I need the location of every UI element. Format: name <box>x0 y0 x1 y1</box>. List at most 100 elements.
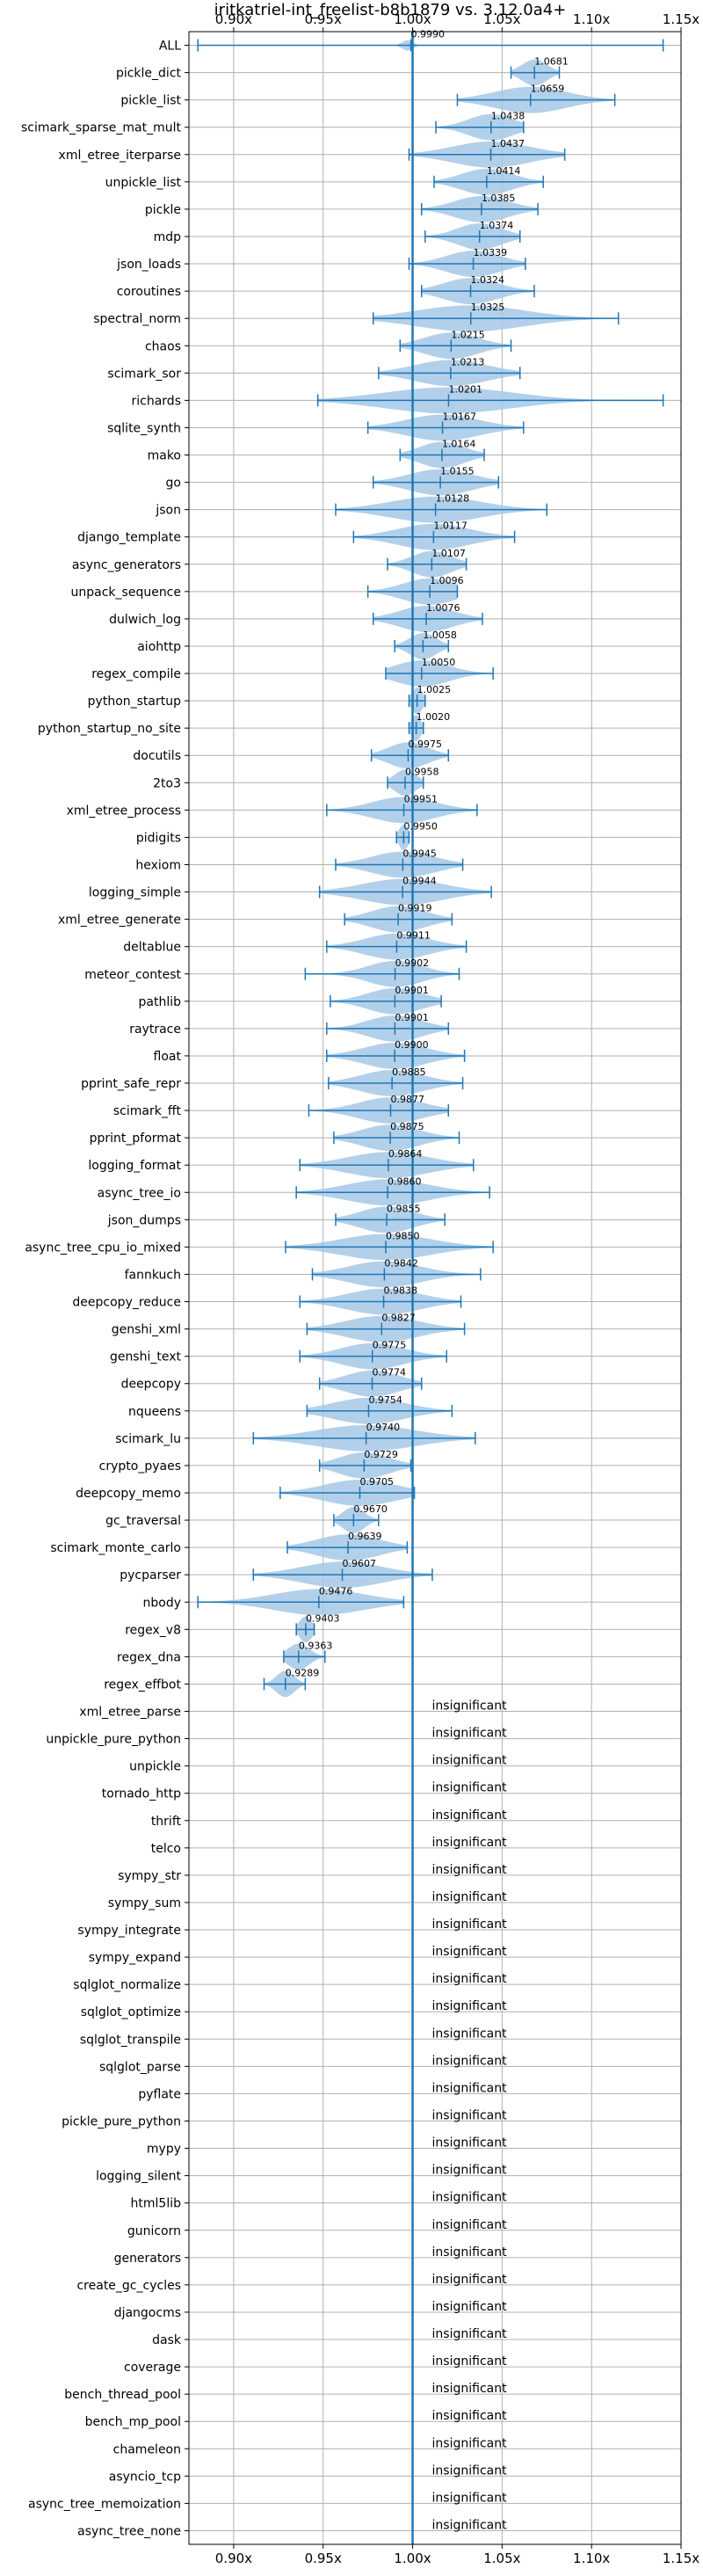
benchmark-label: sqlite_synth <box>107 421 181 435</box>
mean-label: 0.9950 <box>403 820 438 832</box>
benchmark-label: pidigits <box>136 831 181 845</box>
benchmark-label: meteor_contest <box>84 968 181 982</box>
mean-label: 1.0681 <box>534 56 569 68</box>
benchmark-label: scimark_fft <box>113 1104 182 1118</box>
benchmark-label: async_tree_none <box>77 2524 181 2538</box>
mean-label: 1.0058 <box>423 629 456 641</box>
mean-label: 1.0213 <box>451 356 485 367</box>
benchmark-label: pickle_dict <box>116 67 182 81</box>
mean-label: 0.9775 <box>373 1340 407 1351</box>
benchmark-label: xml_etree_generate <box>58 913 181 928</box>
x-tick-label-top: 0.90x <box>215 11 252 27</box>
x-tick-label-top: 1.05x <box>483 11 520 27</box>
benchmark-label: genshi_xml <box>112 1323 181 1337</box>
mean-label: 1.0374 <box>480 220 514 231</box>
mean-label: 0.9975 <box>408 739 442 750</box>
insignificant-label: insignificant <box>432 1754 508 1768</box>
benchmark-label: ALL <box>159 40 181 54</box>
mean-label: 0.9740 <box>366 1422 401 1433</box>
label-layer: ALL pickle_dict pickle_list scimark_sparse_… <box>21 29 569 2539</box>
insignificant-label: insignificant <box>432 2300 508 2314</box>
benchmark-label: genshi_text <box>110 1350 182 1364</box>
x-tick-label-bottom: 0.90x <box>215 2551 252 2566</box>
insignificant-label: insignificant <box>432 1836 508 1850</box>
x-tick-label-top: 1.15x <box>663 11 699 27</box>
x-tick-label-top: 1.10x <box>573 11 610 27</box>
mean-label: 0.9944 <box>402 876 437 887</box>
x-tick-label-bottom: 1.05x <box>483 2551 520 2566</box>
insignificant-label: insignificant <box>432 1699 508 1714</box>
x-tick-label-bottom: 1.15x <box>663 2551 699 2566</box>
benchmark-label: regex_v8 <box>125 1623 181 1637</box>
x-tick-label-top: 1.00x <box>394 11 431 27</box>
mean-label: 0.9919 <box>398 903 432 914</box>
benchmark-label: logging_simple <box>89 886 181 900</box>
mean-label: 1.0107 <box>431 548 466 559</box>
insignificant-label: insignificant <box>432 1808 508 1823</box>
benchmark-label: scimark_monte_carlo <box>50 1541 181 1555</box>
benchmark-label: djangocms <box>114 2306 181 2320</box>
benchmark-label: float <box>154 1050 182 1064</box>
mean-label: 0.9877 <box>390 1094 424 1105</box>
benchmark-label: bench_mp_pool <box>85 2415 181 2429</box>
insignificant-label: insignificant <box>432 2463 508 2478</box>
benchmark-label: regex_dna <box>117 1650 181 1664</box>
benchmark-label: pickle_list <box>120 94 181 108</box>
mean-label: 0.9875 <box>390 1121 424 1132</box>
insignificant-label: insignificant <box>432 2054 508 2068</box>
insignificant-label: insignificant <box>432 2108 508 2122</box>
benchmark-label: chaos <box>145 339 181 353</box>
mean-label: 1.0128 <box>436 493 470 505</box>
mean-label: 1.0020 <box>417 711 450 723</box>
benchmark-label: coverage <box>124 2361 181 2375</box>
mean-label: 0.9945 <box>402 848 437 859</box>
mean-label: 0.9754 <box>368 1394 402 1406</box>
mean-label: 0.9838 <box>384 1285 418 1297</box>
chart-title: iritkatriel-int_freelist-b8b1879 vs. 3.1… <box>214 1 567 19</box>
x-tick-label-top: 0.95x <box>305 11 342 27</box>
insignificant-label: insignificant <box>432 2136 508 2150</box>
benchmark-label: mako <box>148 449 181 463</box>
mean-label: 0.9363 <box>299 1640 333 1651</box>
mean-label: 0.9670 <box>353 1503 388 1515</box>
benchmark-label: sympy_sum <box>108 1896 181 1910</box>
insignificant-label: insignificant <box>432 1972 508 1986</box>
benchmark-label: unpack_sequence <box>71 586 181 600</box>
benchmark-label: regex_effbot <box>104 1677 181 1692</box>
benchmark-label: go <box>166 477 181 491</box>
mean-label: 1.0155 <box>440 466 475 477</box>
mean-label: 1.0076 <box>426 602 460 614</box>
mean-label: 0.9902 <box>395 957 430 969</box>
benchmark-label: asyncio_tcp <box>109 2470 181 2484</box>
benchmark-label: logging_silent <box>96 2170 181 2184</box>
benchmark-label: pycparser <box>120 1568 181 1583</box>
mean-label: 0.9951 <box>404 793 438 804</box>
benchmark-label: python_startup <box>88 695 181 709</box>
mean-label: 1.0659 <box>531 84 565 95</box>
benchmark-label: deepcopy_reduce <box>72 1296 181 1310</box>
benchmark-label: sqlglot_optimize <box>81 2005 181 2019</box>
benchmark-label: nqueens <box>128 1405 181 1419</box>
benchmark-label: chameleon <box>113 2442 181 2456</box>
line-layer <box>197 32 664 2544</box>
mean-label: 1.0050 <box>422 657 456 668</box>
benchmark-label: pickle <box>145 203 181 217</box>
benchmark-label: pyflate <box>138 2087 181 2101</box>
benchmark-label: python_startup_no_site <box>38 722 181 736</box>
mean-label: 0.9639 <box>348 1531 382 1542</box>
benchmark-label: nbody <box>143 1596 182 1610</box>
mean-label: 1.0325 <box>471 302 505 313</box>
mean-label: 1.0438 <box>491 111 525 122</box>
benchmark-label: xml_etree_iterparse <box>59 149 181 163</box>
mean-label: 0.9958 <box>405 766 439 777</box>
benchmark-label: logging_format <box>88 1159 181 1173</box>
benchmark-label: deltablue <box>123 941 181 955</box>
mean-label: 0.9729 <box>364 1449 398 1460</box>
benchmark-label: dask <box>152 2333 182 2347</box>
benchmark-label: tornado_http <box>102 1787 181 1801</box>
mean-label: 1.0437 <box>491 138 525 149</box>
insignificant-label: insignificant <box>432 1863 508 1877</box>
benchmark-label: deepcopy <box>121 1378 181 1392</box>
benchmark-label: async_tree_cpu_io_mixed <box>25 1241 181 1255</box>
